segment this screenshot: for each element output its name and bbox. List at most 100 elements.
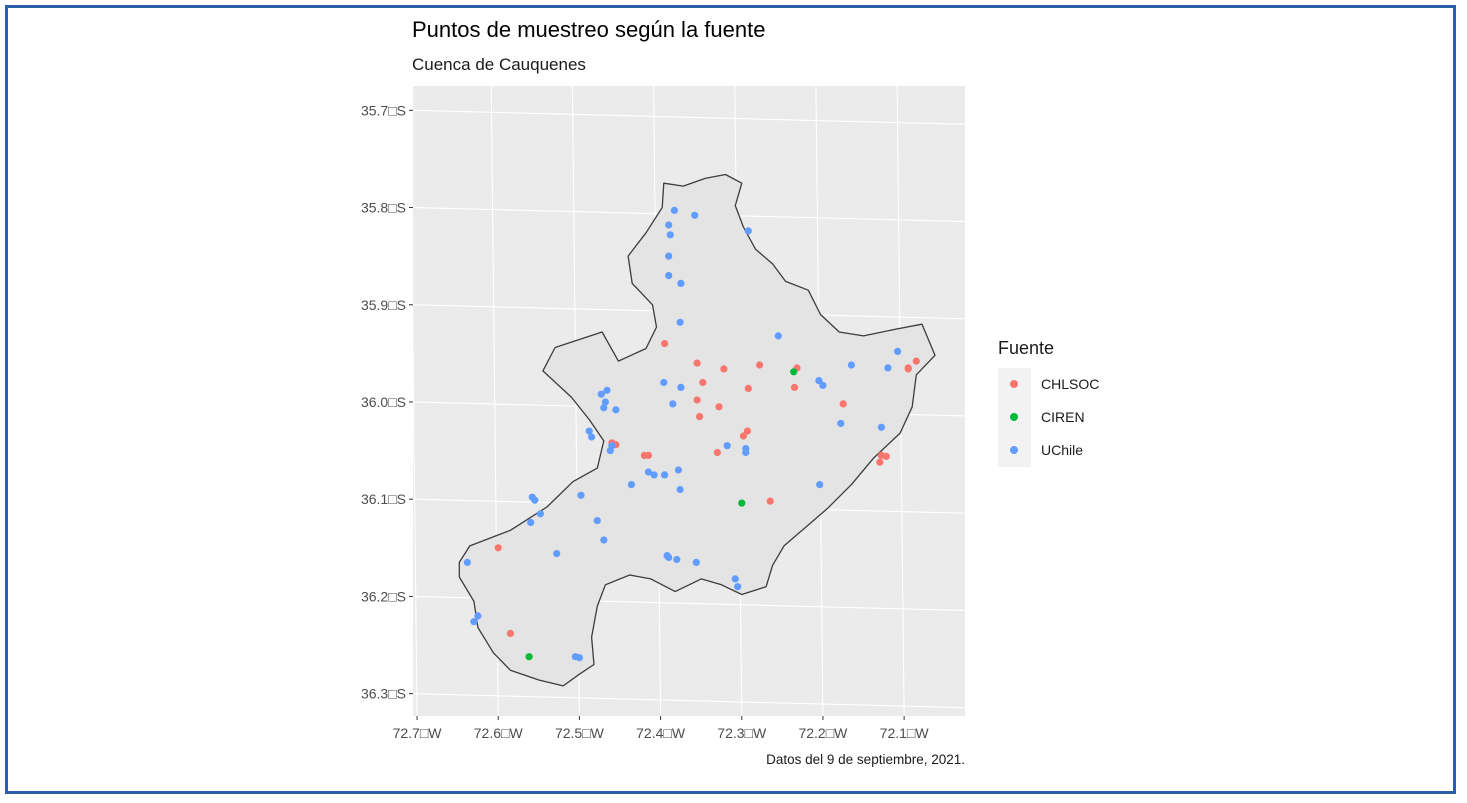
x-tick-label-3: 72.4□W [636,725,686,741]
point-uchile-1 [691,211,699,219]
point-uchile-25 [588,433,596,441]
point-uchile-13 [660,378,668,387]
point-uchile-22 [669,400,677,408]
point-uchile-40 [531,496,539,504]
grid-line-y-6 [412,693,966,709]
point-chlsoc-21 [766,497,774,505]
point-uchile-28 [723,442,731,450]
x-tick-label-6: 72.1□W [880,725,930,741]
point-uchile-4 [744,227,752,235]
point-chlsoc-1 [693,359,701,367]
point-uchile-50 [692,558,700,567]
y-tick-label-3: 36.0□S [361,394,406,410]
legend-label-ciren: CIREN [1041,409,1085,425]
point-uchile-10 [894,347,902,355]
point-ciren-1 [738,499,746,507]
point-uchile-7 [677,279,685,287]
legend-key-uchile [998,434,1031,467]
point-uchile-33 [650,471,658,479]
point-uchile-34 [661,471,669,479]
point-uchile-53 [463,558,471,567]
y-tick-label-1: 35.8□S [361,200,406,216]
point-uchile-27 [608,442,616,450]
point-uchile-9 [774,332,782,340]
point-chlsoc-0 [661,340,669,348]
chart-subtitle: Cuenca de Cauquenes [412,55,586,74]
point-uchile-19 [601,398,610,406]
legend-title: Fuente [998,338,1055,358]
legend-item-ciren: CIREN [998,401,1138,434]
x-tick-label-2: 72.5□W [555,725,605,741]
point-uchile-6 [665,272,673,280]
point-chlsoc-14 [790,383,799,391]
point-uchile-52 [734,583,742,591]
point-chlsoc-2 [699,378,707,387]
legend-label-uchile: UChile [1041,442,1084,458]
point-ciren-2 [525,653,533,661]
point-chlsoc-24 [876,458,884,466]
legend-key-ciren [998,401,1031,434]
point-uchile-35 [674,466,683,474]
legend-key-chlsoc [998,368,1031,401]
point-uchile-20 [600,404,608,412]
point-uchile-51 [731,575,739,583]
point-chlsoc-12 [739,432,748,440]
point-uchile-57 [575,654,584,662]
chart-title: Puntos de muestreo según la fuente [412,17,766,42]
y-tick-label-0: 35.7□S [361,102,406,118]
point-uchile-37 [676,485,684,494]
point-uchile-18 [597,390,605,398]
legend-dot-ciren [1010,413,1018,421]
point-uchile-11 [847,361,856,369]
point-chlsoc-6 [912,357,920,365]
point-chlsoc-4 [756,361,764,369]
legend-label-chlsoc: CHLSOC [1041,376,1100,392]
y-tick-label-5: 36.2□S [361,588,406,604]
point-uchile-46 [553,550,561,558]
y-tick-label-4: 36.1□S [361,491,406,507]
point-chlsoc-3 [720,365,728,373]
point-uchile-45 [600,536,608,544]
legend-item-uchile: UChile [998,434,1138,467]
point-chlsoc-20 [713,448,722,457]
chart-caption: Datos del 9 de septiembre, 2021. [766,752,965,767]
point-uchile-24 [585,427,593,435]
y-tick-label-6: 36.3□S [361,686,406,702]
grid-line-x-0 [409,85,418,717]
point-chlsoc-27 [506,629,514,638]
point-chlsoc-10 [715,403,723,411]
x-tick-label-1: 72.6□W [474,725,524,741]
point-uchile-16 [815,377,823,385]
x-tick-label-5: 72.2□W [798,725,848,741]
point-chlsoc-11 [743,427,752,435]
basin-boundary [458,173,936,687]
point-uchile-54 [474,612,482,620]
point-chlsoc-26 [494,544,502,552]
point-chlsoc-9 [696,413,704,421]
point-uchile-42 [536,510,545,518]
point-chlsoc-23 [882,452,890,460]
x-tick-label-0: 72.7□W [393,725,443,741]
point-uchile-5 [665,252,673,260]
legend-item-chlsoc: CHLSOC [998,368,1138,401]
point-chlsoc-15 [839,400,847,408]
point-uchile-15 [819,381,827,389]
point-uchile-14 [677,383,685,391]
point-uchile-41 [577,491,585,499]
point-uchile-3 [666,231,674,239]
point-chlsoc-19 [644,451,653,459]
x-tick-label-4: 72.3□W [717,725,767,741]
point-uchile-2 [665,221,673,229]
point-uchile-43 [593,517,601,525]
point-chlsoc-13 [744,384,752,392]
legend-dot-chlsoc [1010,380,1018,388]
point-uchile-23 [837,419,845,427]
point-chlsoc-8 [693,396,701,404]
point-uchile-21 [612,406,620,414]
point-uchile-8 [676,318,684,326]
point-uchile-31 [877,423,886,431]
point-uchile-17 [603,386,611,394]
grid-line-y-0 [412,109,966,125]
point-uchile-12 [884,364,892,372]
